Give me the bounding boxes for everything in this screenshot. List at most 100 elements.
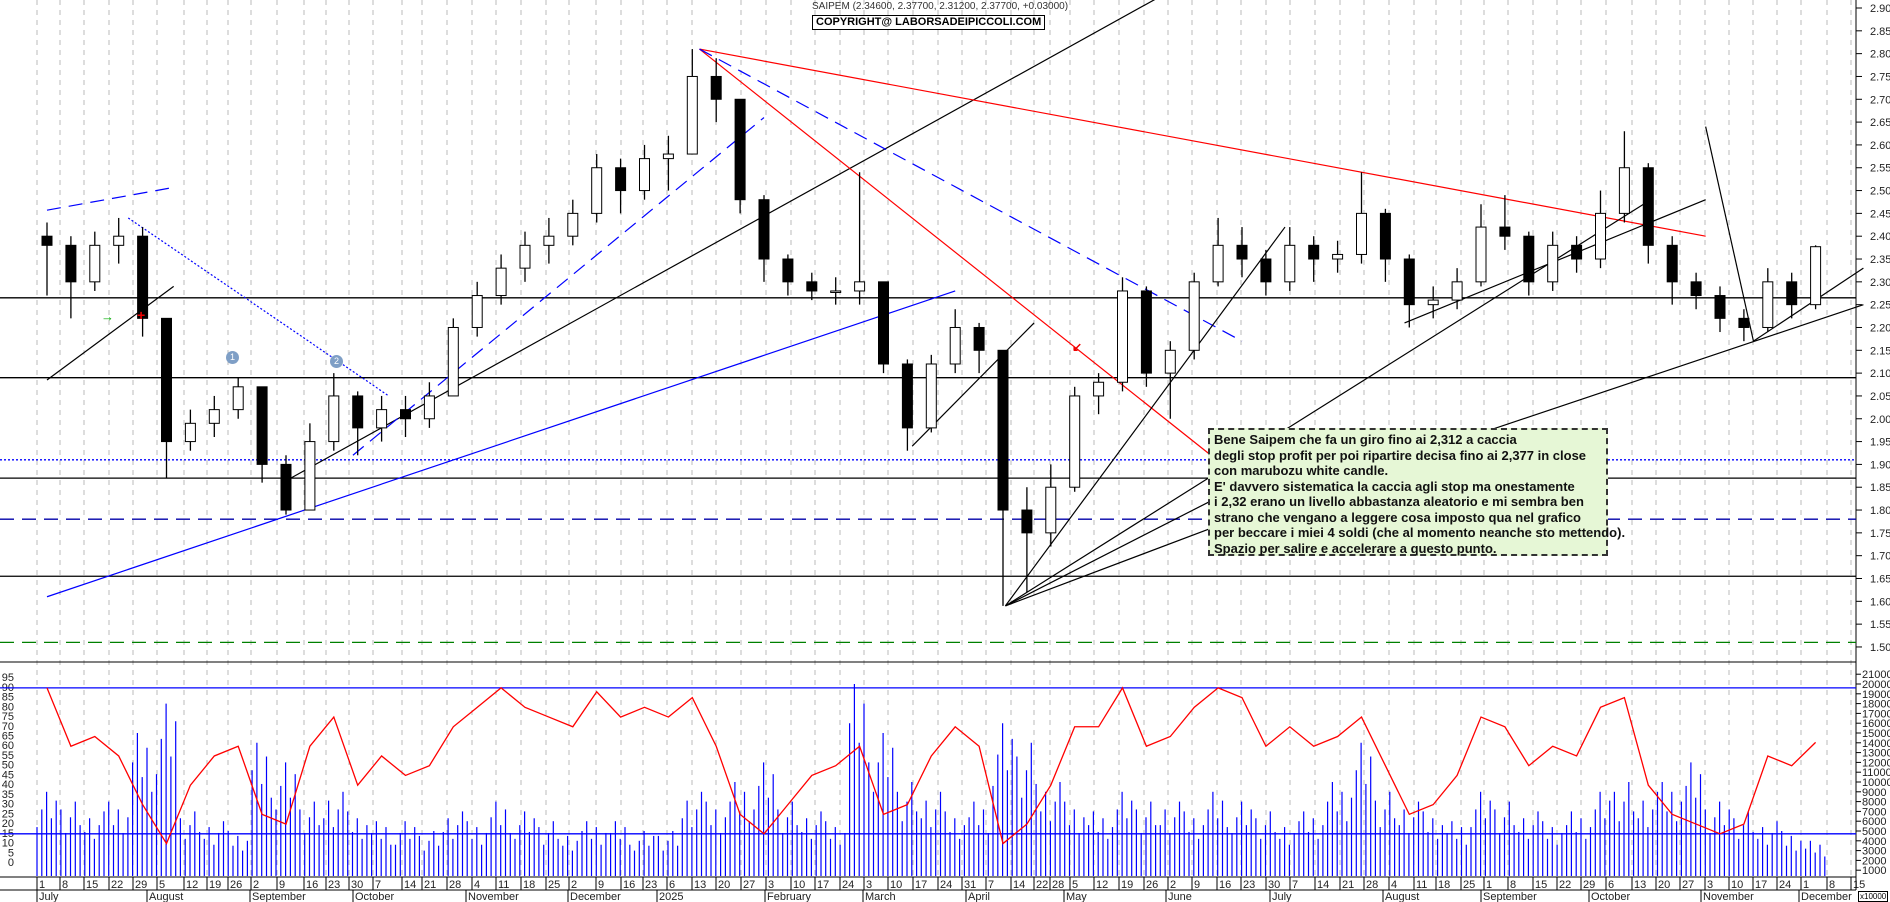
candle-down [806,281,818,292]
volume-tick-label: 16000 [1862,718,1890,730]
x-month-label: July [1272,891,1292,902]
oscillator-tick-label: 25 [2,808,14,820]
price-tick-label: 2.35 [1870,254,1890,266]
price-tick-label: 2.00 [1870,414,1890,426]
candle-up [591,167,603,214]
annotation-line: Spazio per salire e accelerare a questo … [1214,540,1497,556]
price-tick-label: 2.75 [1870,71,1890,83]
price-tick-label: 2.85 [1870,26,1890,38]
x-tick-label: 28 [449,879,461,891]
x-tick-label: 15 [86,879,98,891]
trendline [1753,267,1864,342]
oscillator-tick-label: 40 [2,779,14,791]
x-tick-label: 25 [548,879,560,891]
candle-down [1260,258,1272,283]
volume-tick-label: 18000 [1862,699,1890,711]
price-tick-label: 1.50 [1870,642,1890,654]
candle-down [1642,167,1654,246]
x-tick-label: 24 [940,879,952,891]
candle-up [208,409,220,424]
candle-down [137,235,149,319]
x-month-label: December [1801,891,1852,902]
candle-down [256,386,268,465]
price-tick-label: 2.65 [1870,117,1890,129]
candle-up [1188,281,1200,351]
x-month-label: November [1703,891,1754,902]
x-tick-label: 15 [1535,879,1547,891]
candle-down [997,349,1009,511]
price-tick-label: 2.70 [1870,94,1890,106]
x-tick-label: 1 [39,879,45,891]
volume-unit-label: x10000 [1858,891,1889,902]
candle-down [734,98,746,201]
x-tick-label: 31 [964,879,976,891]
price-tick-label: 1.75 [1870,528,1890,540]
red-cross-icon: + [137,307,146,323]
x-tick-label: 2 [1170,879,1176,891]
candle-down [1379,212,1391,260]
x-tick-label: 20 [1658,879,1670,891]
x-tick-label: 22 [111,879,123,891]
x-tick-label: 10 [890,879,902,891]
x-month-label: April [968,891,990,902]
price-tick-label: 2.50 [1870,186,1890,198]
price-tick-label: 2.10 [1870,368,1890,380]
candle-up [1164,349,1176,374]
volume-tick-label: 8000 [1862,797,1886,809]
candle-down [782,258,794,283]
x-tick-label: 19 [1121,879,1133,891]
candle-up [1451,281,1463,301]
x-tick-label: 14 [1317,879,1329,891]
candle-down [1738,317,1750,328]
annotation-line: Bene Saipem che fa un giro fino ai 2,312… [1214,432,1517,447]
candle-up [1475,226,1487,283]
annotation-line: E' davvero sistematica la caccia agli st… [1214,478,1575,494]
annotation-line: strano che vengano a leggere cosa impost… [1214,509,1581,525]
candle-up [1762,281,1774,328]
candle-up [89,244,101,283]
price-tick-label: 1.80 [1870,505,1890,517]
x-tick-label: 6 [1608,879,1614,891]
candle-up [376,409,388,429]
price-tick-label: 2.90 [1870,3,1890,15]
x-month-label: March [865,891,896,902]
candle-up [1284,244,1296,283]
x-tick-label: 11 [498,879,509,891]
x-tick-label: 28 [1366,879,1378,891]
candle-up [423,395,435,420]
oscillator-tick-label: 0 [8,857,14,869]
oscillator-tick-label: 20 [2,818,14,830]
candle-up [854,281,866,292]
volume-tick-label: 13000 [1862,748,1890,760]
x-tick-label: 13 [1634,879,1646,891]
x-tick-label: 26 [1146,879,1158,891]
x-tick-label: 16 [306,879,318,891]
x-tick-label: 23 [645,879,657,891]
candle-down [1571,244,1583,260]
candle-up [328,395,340,443]
candle-up [830,290,842,293]
candle-up [949,326,961,365]
x-tick-label: 20 [718,879,730,891]
oscillator-tick-label: 45 [2,769,14,781]
volume-tick-label: 11000 [1862,767,1890,779]
volume-tick-label: 6000 [1862,816,1886,828]
candle-up [495,267,507,297]
x-tick-label: 5 [159,879,165,891]
x-tick-label: 7 [375,879,381,891]
candle-up [1212,244,1224,283]
x-tick-label: 9 [279,879,285,891]
candle-down [1786,281,1798,306]
volume-tick-label: 4000 [1862,836,1886,848]
x-tick-label: 6 [669,879,675,891]
x-tick-label: 27 [1682,879,1694,891]
x-tick-label: 4 [474,879,480,891]
x-tick-label: 8 [1829,879,1835,891]
candle-up [639,158,650,192]
candle-up [567,212,579,237]
annotation-box: Bene Saipem che fa un giro fino ai 2,312… [1208,428,1625,556]
candle-down [878,281,889,365]
candle-down [352,395,364,429]
candle-down [1308,244,1320,260]
annotation-line: degli stop profit per poi ripartire deci… [1214,447,1587,463]
